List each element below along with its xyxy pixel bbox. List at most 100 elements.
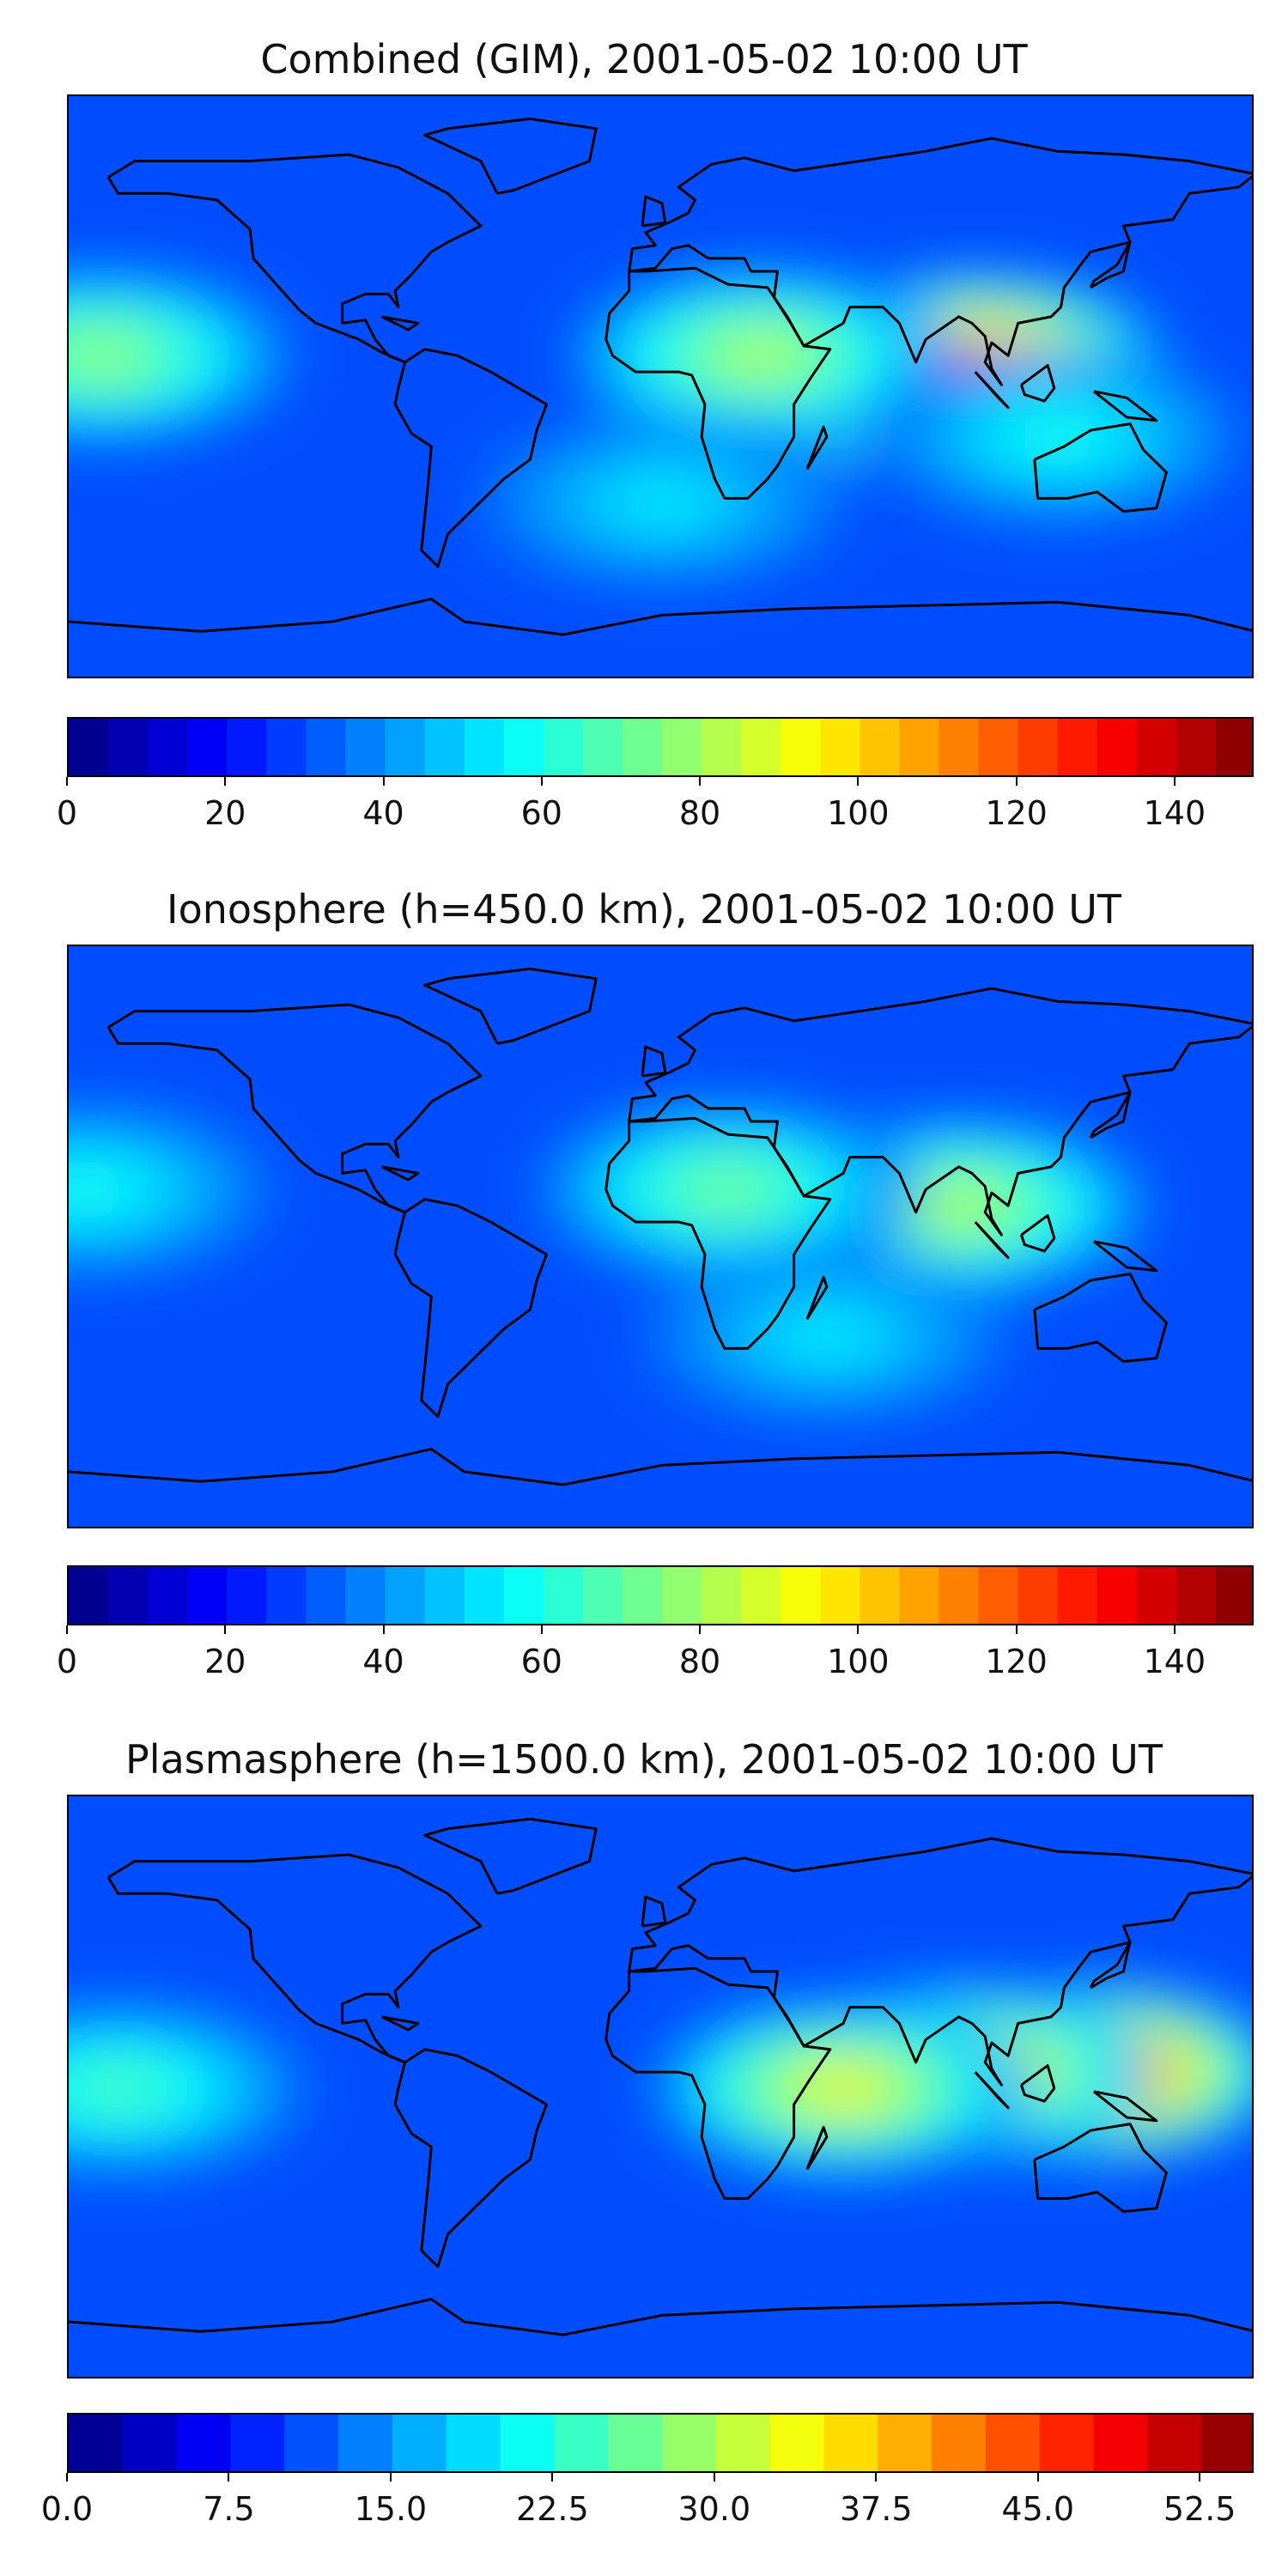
tick-label: 37.5: [839, 2490, 913, 2528]
field-contour: [727, 340, 795, 372]
colorbar-swatch: [899, 1567, 940, 1624]
coastline: [605, 1966, 832, 2200]
coastline: [641, 1045, 667, 1078]
colorbar-swatch: [1057, 719, 1098, 775]
colorbar-swatch: [702, 1567, 742, 1624]
colorbar-swatch: [1215, 719, 1252, 775]
colorbar-swatch: [741, 1567, 781, 1624]
colorbar-swatch: [503, 719, 544, 775]
colorbar-swatch: [715, 2415, 771, 2471]
colorbar-swatch: [741, 719, 781, 775]
tick-mark: [382, 1625, 385, 1634]
colorbar-swatch: [1215, 1567, 1252, 1624]
tick-mark: [713, 2473, 715, 2482]
tick-label: 20: [204, 794, 246, 832]
colorbar-swatch: [939, 1567, 980, 1624]
colorbar-ticks: 0 20 40 60 80 100 120 140: [57, 777, 1254, 832]
colorbar-swatch: [1147, 2415, 1202, 2471]
colorbar-swatch: [781, 1567, 822, 1624]
colorbar-swatch: [108, 1567, 149, 1624]
coastline: [1019, 1214, 1056, 1253]
colorbar-combined: [67, 717, 1254, 777]
colorbar-swatch: [939, 719, 980, 775]
colorbar-swatch: [1039, 2415, 1095, 2471]
coastline: [1092, 390, 1158, 422]
coastline: [393, 2048, 549, 2269]
tick-label: 140: [1143, 1643, 1206, 1680]
tick-label: 60: [520, 794, 562, 832]
colorbar-swatch: [1136, 1567, 1177, 1624]
tick-mark: [857, 777, 860, 786]
colorbar-swatch: [1201, 2415, 1252, 2471]
colorbar-swatch: [306, 719, 347, 775]
coastline: [1019, 2064, 1056, 2103]
colorbar-ticks: 0 20 40 60 80 100 120 140: [57, 1625, 1254, 1680]
coastline: [1019, 364, 1056, 403]
coastline: [381, 315, 420, 331]
coastline: [1089, 240, 1132, 289]
colorbar-plasmasphere: [67, 2413, 1254, 2473]
map-canvas: [69, 96, 1252, 677]
field-contour: [1024, 421, 1091, 453]
map-canvas: [69, 946, 1252, 1527]
tick-label: 0.0: [40, 2490, 94, 2528]
coastline: [641, 195, 667, 228]
tick-mark: [389, 2473, 392, 2482]
colorbar-swatch: [500, 2415, 556, 2471]
colorbar-swatch: [284, 2415, 339, 2471]
tick-mark: [66, 2473, 68, 2482]
colorbar-swatch: [227, 719, 268, 775]
colorbar-swatch: [1097, 719, 1138, 775]
colorbar-swatch: [446, 2415, 501, 2471]
colorbar-swatch: [781, 719, 822, 775]
colorbar-swatch: [503, 1567, 544, 1624]
coastline: [1089, 1941, 1132, 1990]
tick-mark: [66, 1625, 68, 1634]
map-plasmasphere: [67, 1795, 1254, 2379]
coastline: [69, 1448, 1252, 1486]
coastline: [974, 1221, 1010, 1260]
tick-label: 52.5: [1163, 2490, 1236, 2528]
colorbar-swatch: [1093, 2415, 1149, 2471]
tick-label: 45.0: [1001, 2490, 1075, 2528]
panel-title: Plasmasphere (h=1500.0 km), 2001-05-02 1…: [125, 1736, 1163, 1783]
colorbar-swatch: [608, 2415, 663, 2471]
tick-mark: [1199, 2473, 1201, 2482]
colorbar-swatch: [148, 719, 188, 775]
coastline: [393, 1198, 549, 1419]
colorbar-swatch: [702, 719, 742, 775]
tick-mark: [1173, 777, 1176, 786]
colorbar-swatch: [392, 2415, 447, 2471]
tick-mark: [382, 777, 385, 786]
coastline: [805, 1275, 829, 1321]
tick-mark: [1015, 1625, 1018, 1634]
field-contour: [925, 1190, 993, 1222]
tick-mark: [540, 1625, 543, 1634]
tick-label: 100: [827, 1643, 890, 1680]
colorbar-swatch: [662, 719, 702, 775]
colorbar-swatch: [1176, 1567, 1217, 1624]
tick-mark: [699, 777, 702, 786]
coastline: [974, 371, 1010, 410]
tick-label: 80: [678, 1643, 721, 1680]
tick-mark: [66, 777, 68, 786]
colorbar-swatch: [985, 2415, 1041, 2471]
colorbar-swatch: [662, 2415, 717, 2471]
tick-label: 80: [678, 794, 721, 832]
colorbar-swatch: [345, 1567, 386, 1624]
colorbar-swatch: [424, 719, 465, 775]
colorbar-swatch: [978, 719, 1019, 775]
colorbar-swatch: [622, 1567, 663, 1624]
field-contour: [69, 340, 136, 372]
field-contour: [793, 1320, 860, 1352]
map-canvas: [69, 1796, 1252, 2377]
tick-mark: [551, 2473, 554, 2482]
panel-title: Combined (GIM), 2001-05-02 10:00 UT: [260, 36, 1028, 82]
colorbar-swatch: [1018, 719, 1059, 775]
tick-mark: [857, 1625, 860, 1634]
coastline: [69, 2298, 1252, 2336]
colorbar-swatch: [176, 2415, 232, 2471]
colorbar-swatch: [1057, 1567, 1098, 1624]
tick-label: 40: [362, 794, 404, 832]
colorbar-swatch: [306, 1567, 347, 1624]
